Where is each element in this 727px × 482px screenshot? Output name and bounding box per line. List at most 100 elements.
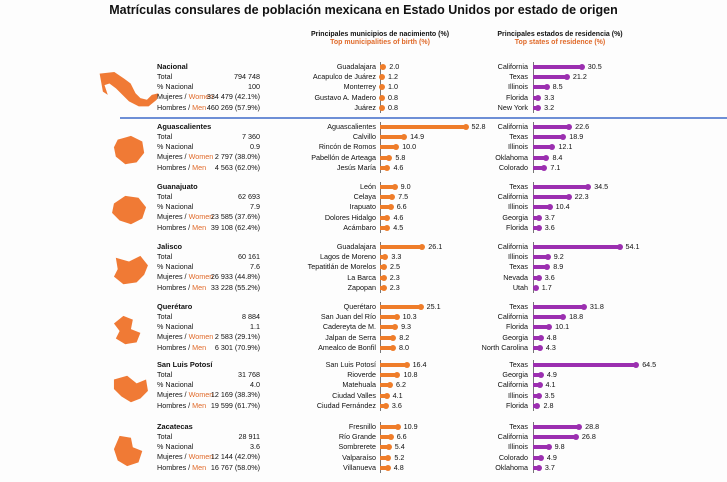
- pct-national-label-es: % Nacional: [157, 322, 194, 332]
- state-residence-value: 9.2: [553, 252, 564, 262]
- municipality-name: Zapopan: [347, 282, 376, 292]
- municipality-bar: [380, 304, 424, 310]
- municipality-name: La Barca: [347, 272, 376, 282]
- state-residence-value: 12.1: [558, 142, 573, 152]
- municipality-name: Dolores Hidalgo: [324, 212, 376, 222]
- pct-national-label-es: % Nacional: [157, 142, 194, 152]
- municipality-name: Valparaíso: [342, 452, 376, 462]
- municipality-value: 10.9: [403, 422, 418, 431]
- men-label-es: Hombres /: [157, 162, 193, 172]
- municipality-value: 3.6: [391, 400, 402, 410]
- municipality-bar: [380, 244, 426, 250]
- men-label: Hombres / Men: [157, 223, 206, 232]
- municipality-value: 7.5: [398, 192, 409, 202]
- state-residence-bar: [533, 372, 544, 379]
- state-residence-bar: [533, 264, 551, 271]
- state-residence-name: Florida: [506, 400, 528, 410]
- municipality-bar: [380, 184, 398, 190]
- municipalities-header-es: Principales municipios de nacimiento (%): [310, 31, 450, 38]
- state-residence-value: 9.8: [554, 442, 565, 452]
- women-label-en: Women: [188, 390, 214, 400]
- women-value: 26 933 (44.8%): [210, 272, 260, 282]
- municipality-name: Rioverde: [347, 370, 376, 380]
- pct-national-label-es: % Nacional: [157, 442, 194, 452]
- municipality-bar: [380, 334, 397, 341]
- municipality-value: 4.1: [392, 390, 403, 400]
- women-label-en: Women: [188, 92, 214, 102]
- state-residence-name: Oklahoma: [495, 152, 528, 162]
- municipality-bar: [380, 124, 469, 130]
- state-residence-value: 3.3: [544, 92, 555, 102]
- state-residence-value: 4.9: [546, 452, 557, 462]
- municipality-name: Villanueva: [342, 462, 376, 472]
- municipality-bar: [380, 144, 400, 151]
- state-residence-bar: [533, 324, 553, 331]
- municipality-name: Fresnillo: [348, 422, 376, 431]
- pct-national-value: 4.0: [250, 380, 260, 390]
- municipality-bar: [380, 264, 388, 271]
- municipality-name: Acámbaro: [343, 222, 376, 232]
- municipality-bar: [379, 84, 385, 91]
- municipality-bar: [380, 344, 396, 351]
- municipality-value: 14.9: [410, 132, 425, 142]
- municipality-name: Juárez: [354, 102, 376, 112]
- state-residence-value: 8.9: [553, 262, 564, 272]
- state-residence-bar: [533, 74, 570, 81]
- municipality-value: 1.2: [388, 72, 398, 82]
- state-residence-bar: [533, 444, 552, 451]
- state-residence-name: Florida: [506, 222, 528, 232]
- municipality-name: Guadalajara: [336, 242, 376, 251]
- state-map-icon: [113, 375, 148, 403]
- pct-national-label: % Nacional: [157, 82, 193, 91]
- women-label-en: Women: [188, 332, 214, 342]
- women-label-en: Women: [188, 452, 214, 462]
- municipality-name: San Juan del Río: [320, 312, 376, 322]
- municipality-bar: [380, 362, 410, 368]
- state-residence-bar: [533, 144, 556, 151]
- municipality-value: 2.3: [389, 282, 400, 292]
- municipality-name: Cadereyta de M.: [322, 322, 376, 332]
- municipality-name: Ciudad Fernández: [316, 400, 376, 410]
- total-label: Total: [157, 132, 172, 141]
- state-residence-bar: [533, 304, 587, 310]
- municipality-value: 0.8: [388, 92, 398, 102]
- state-residence-value: 22.3: [574, 192, 589, 202]
- state-residence-value: 18.9: [569, 132, 584, 142]
- state-residence-bar: [533, 154, 550, 161]
- state-name: Guanajuato: [157, 182, 198, 191]
- women-label-es: Mujeres /: [157, 272, 189, 282]
- state-map-icon: [113, 135, 145, 165]
- total-label-es: Total: [157, 370, 173, 379]
- municipality-value: 2.5: [390, 262, 401, 272]
- men-value: 39 108 (62.4%): [210, 222, 260, 232]
- women-label: Mujeres / Women: [157, 390, 213, 399]
- municipality-name: Gustavo A. Madero: [314, 92, 376, 102]
- municipality-bar: [380, 154, 393, 161]
- women-label-es: Mujeres /: [157, 332, 189, 342]
- state-residence-bar: [533, 194, 572, 201]
- state-block: Zacatecas Total 28 911 % Nacional 3.6 Mujeres…: [0, 422, 727, 482]
- total-label: Total: [157, 312, 172, 321]
- state-residence-name: Colorado: [498, 162, 528, 172]
- state-residence-name: Texas: [509, 262, 528, 272]
- state-residence-value: 4.9: [546, 370, 557, 380]
- state-residence-name: California: [497, 62, 528, 71]
- pct-national-value: 100: [248, 82, 260, 92]
- women-label-es: Mujeres /: [157, 212, 189, 222]
- state-residence-value: 3.6: [544, 222, 555, 232]
- state-residence-value: 3.2: [544, 102, 555, 112]
- state-residence-bar: [533, 362, 640, 368]
- state-residence-value: 54.1: [625, 242, 640, 251]
- total-value: 62 693: [238, 192, 260, 201]
- pct-national-value: 7.9: [250, 202, 260, 212]
- state-residence-bar: [533, 244, 623, 250]
- state-residence-name: Florida: [506, 92, 528, 102]
- state-residence-name: California: [497, 192, 528, 202]
- municipality-value: 26.1: [428, 242, 443, 251]
- state-residence-name: Nevada: [503, 272, 528, 282]
- women-label-en: Women: [188, 152, 214, 162]
- men-label: Hombres / Men: [157, 463, 206, 472]
- women-label-en: Women: [188, 272, 214, 282]
- state-residence-name: Illinois: [508, 390, 528, 400]
- state-residence-value: 8.4: [552, 152, 563, 162]
